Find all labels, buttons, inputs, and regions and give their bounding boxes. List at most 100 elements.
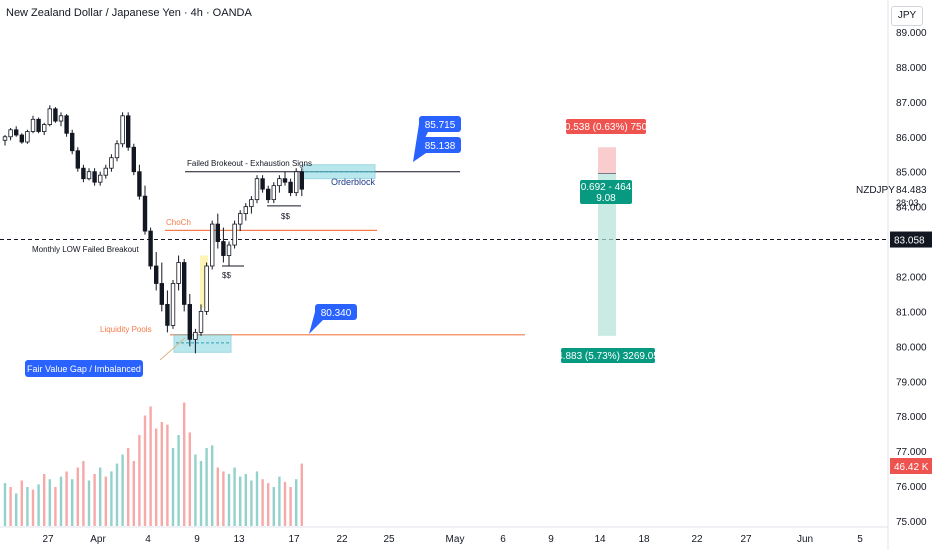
volume-bar <box>82 461 85 526</box>
stop-label: 0.538 (0.63%) 750 <box>565 122 648 133</box>
time-tick-label: 18 <box>638 534 650 545</box>
candle-body <box>81 167 86 180</box>
volume-bar <box>289 487 292 526</box>
volume-bar <box>115 463 119 526</box>
callout-text: 85.715 <box>425 120 456 131</box>
time-tick-label: 6 <box>500 534 506 545</box>
price-tick-label: 87.000 <box>896 98 927 109</box>
stop-label-box <box>566 119 646 134</box>
target-label: 4.883 (5.73%) 3269.05 <box>557 351 659 362</box>
currency-button[interactable]: JPY <box>891 6 923 26</box>
candle-body <box>265 188 271 201</box>
time-tick-label: Apr <box>90 534 106 545</box>
fvg-label-box <box>25 360 143 377</box>
reference-price-label: 83.058 <box>894 236 925 247</box>
volume-bar <box>93 474 96 526</box>
candle-body <box>137 171 142 197</box>
candle-body <box>86 171 92 180</box>
volume-bar <box>278 476 281 526</box>
volume-label: 46.42 K <box>894 462 929 473</box>
chart-title: New Zealand Dollar / Japanese Yen · 4h ·… <box>6 7 252 19</box>
target-zone <box>598 173 616 336</box>
volume-bar <box>48 479 51 526</box>
annotations: Failed Brokeout - Exhaustion Signs Orderb… <box>25 116 461 377</box>
volume-bar <box>188 432 191 526</box>
candle-body <box>204 265 209 312</box>
volume-bar <box>15 493 18 526</box>
candle-body <box>159 283 164 305</box>
price-tick-label: 89.000 <box>896 28 927 39</box>
volume-bar <box>166 424 169 526</box>
price-tick-label: 76.000 <box>896 482 927 493</box>
time-tick-label: 25 <box>383 534 395 545</box>
volume-bar <box>233 467 236 526</box>
volume-bar <box>255 471 259 526</box>
volume-bar <box>211 445 214 526</box>
candle-body <box>176 262 181 284</box>
candle-body <box>47 108 52 125</box>
volume-bar <box>121 454 124 526</box>
orderblock-text: Orderblock <box>331 177 376 187</box>
ss-text-2: $$ <box>222 271 231 280</box>
candle-body <box>221 241 226 256</box>
price-tick-label: 78.000 <box>896 412 927 423</box>
candle-body <box>75 150 80 169</box>
volume-bar <box>71 479 74 526</box>
candle-body <box>299 171 304 190</box>
failed-breakout-text: Failed Brokeout - Exhaustion Signs <box>187 159 312 168</box>
candle-body <box>271 185 276 201</box>
mid-label-2: 9.08 <box>596 193 616 204</box>
volume-bar <box>160 422 163 526</box>
target-label-box <box>561 348 655 363</box>
axis-ticks: 75.000 76.000 77.000 78.000 79.000 80.000 81.0… <box>42 28 927 545</box>
candle-body <box>8 129 13 138</box>
volume-bar <box>239 476 242 526</box>
candle-body <box>181 262 187 305</box>
callout-text: 80.340 <box>321 308 352 319</box>
candle-body <box>36 118 41 132</box>
candle-body <box>153 265 159 284</box>
candle-body <box>193 331 198 340</box>
volume-bar <box>143 415 147 526</box>
candles <box>2 105 304 354</box>
time-tick-label: 4 <box>145 534 151 545</box>
volume-bar <box>149 406 152 526</box>
time-tick-label: 27 <box>42 534 54 545</box>
stop-zone <box>598 147 616 174</box>
countdown-label: 28:03 <box>896 198 919 208</box>
volume-bar <box>300 463 303 526</box>
volume-label-box <box>890 458 932 474</box>
volume-bar <box>132 461 135 526</box>
volume-bar <box>272 487 275 526</box>
price-tick-label: 77.000 <box>896 447 927 458</box>
volume-bar <box>138 435 141 526</box>
time-tick-label: Jun <box>797 534 813 545</box>
volume-bar <box>104 476 107 526</box>
volume-bars <box>3 402 303 526</box>
candle-body <box>70 132 75 152</box>
candle-body <box>30 118 36 132</box>
volume-bar <box>20 480 23 526</box>
ss-text-1: $$ <box>281 212 290 221</box>
candle-body <box>109 157 114 169</box>
time-tick-label: 22 <box>336 534 348 545</box>
candle-body <box>165 304 170 326</box>
candle-body <box>249 199 254 208</box>
monthly-low-text: Monthly LOW Failed Breakout <box>32 245 139 254</box>
volume-bar <box>155 428 158 526</box>
price-tick-label: 84.000 <box>896 203 927 214</box>
price-tick-label: 75.000 <box>896 517 927 528</box>
volume-bar <box>65 471 68 526</box>
volume-bar <box>26 487 29 526</box>
candle-body <box>58 115 64 122</box>
candle-body <box>98 174 103 183</box>
last-price-label: 84.483 <box>896 185 927 196</box>
price-tick-label: 81.000 <box>896 307 927 318</box>
candle-body <box>148 230 153 267</box>
volume-bar <box>267 483 270 526</box>
time-tick-label: 22 <box>691 534 703 545</box>
liquidity-text: Liquidity Pools <box>100 325 152 334</box>
